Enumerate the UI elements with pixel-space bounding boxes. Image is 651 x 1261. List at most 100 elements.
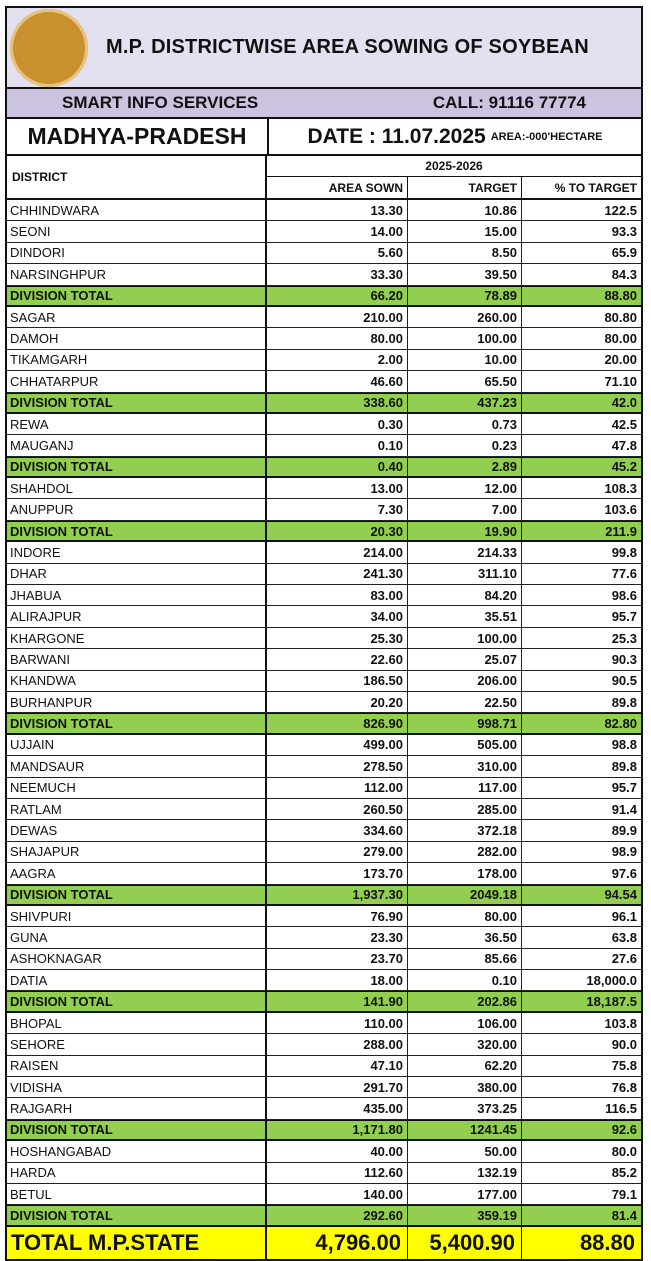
table-row: DEWAS 334.60 372.18 89.9 xyxy=(7,820,641,842)
table-row: UJJAIN 499.00 505.00 98.8 xyxy=(7,734,641,757)
district-cell: CHHINDWARA xyxy=(7,200,267,221)
pct-target-cell: 95.7 xyxy=(611,609,637,625)
target-cell: 65.50 xyxy=(408,371,522,392)
district-cell: RAISEN xyxy=(7,1055,267,1077)
pct-target-cell: 45.2 xyxy=(611,459,637,475)
pct-target-cell: 103.6 xyxy=(604,502,637,518)
pct-target-cell: 90.0 xyxy=(611,1036,637,1052)
district-cell: DAMOH xyxy=(7,328,267,349)
district-cell: DHAR xyxy=(7,563,267,585)
pct-target-cell: 42.5 xyxy=(611,416,637,432)
area-sown-cell: 76.90 xyxy=(267,905,408,927)
pct-target-cell: 92.6 xyxy=(611,1122,637,1138)
table-row: DHAR 241.30 311.10 77.6 xyxy=(7,563,641,586)
table-row: KHARGONE 25.30 100.00 25.3 xyxy=(7,627,641,650)
target-cell: 1241.45 xyxy=(408,1120,522,1140)
pct-target-cell: 93.3 xyxy=(611,224,637,240)
area-sown-cell: 291.70 xyxy=(267,1077,408,1098)
target-cell: 100.00 xyxy=(408,627,522,649)
district-cell: SHIVPURI xyxy=(7,905,267,927)
area-sown-cell: 173.70 xyxy=(267,863,408,884)
district-cell: NEEMUCH xyxy=(7,777,267,798)
target-cell: 372.18 xyxy=(408,820,522,841)
district-cell: TIKAMGARH xyxy=(7,349,267,371)
table-row: SHAHDOL 13.00 12.00 108.3 xyxy=(7,478,641,500)
pct-target-cell: 25.3 xyxy=(611,630,637,646)
pct-target-cell: 18,187.5 xyxy=(586,994,637,1010)
district-cell: RATLAM xyxy=(7,798,267,820)
district-cell: DIVISION TOTAL xyxy=(7,286,267,305)
target-cell: 100.00 xyxy=(408,328,522,349)
season-header: 2025-2026 xyxy=(267,156,641,177)
target-cell: 10.86 xyxy=(408,200,522,221)
area-sown-cell: 2.00 xyxy=(267,349,408,371)
district-cell: SEHORE xyxy=(7,1034,267,1055)
table-row: RATLAM 260.50 285.00 91.4 xyxy=(7,798,641,821)
target-cell: 0.23 xyxy=(408,435,522,456)
table-row: BURHANPUR 20.20 22.50 89.8 xyxy=(7,691,641,714)
area-sown-cell: 14.00 xyxy=(267,221,408,242)
district-cell: UJJAIN xyxy=(7,734,267,756)
column-target: TARGET xyxy=(408,177,522,198)
table-row: BHOPAL 110.00 106.00 103.8 xyxy=(7,1012,641,1035)
target-cell: 22.50 xyxy=(408,691,522,713)
area-sown-cell: 20.30 xyxy=(267,521,408,541)
district-cell: VIDISHA xyxy=(7,1077,267,1098)
pct-target-cell: 97.6 xyxy=(611,865,637,881)
division-total-row: DIVISION TOTAL 1,171.80 1241.45 92.6 xyxy=(7,1119,641,1142)
pct-target-cell: 91.4 xyxy=(611,801,637,817)
pct-target-cell: 89.8 xyxy=(611,694,637,710)
target-cell: 311.10 xyxy=(408,563,522,585)
pct-target-cell: 89.9 xyxy=(611,823,637,839)
company-bar: SMART INFO SERVICES CALL: 91116 77774 xyxy=(7,89,641,119)
table-row: MAUGANJ 0.10 0.23 47.8 xyxy=(7,435,641,457)
target-cell: 10.00 xyxy=(408,349,522,371)
district-cell: SHAHDOL xyxy=(7,478,267,499)
area-sown-cell: 186.50 xyxy=(267,670,408,691)
table-row: KHANDWA 186.50 206.00 90.5 xyxy=(7,670,641,692)
target-cell: 505.00 xyxy=(408,734,522,756)
target-cell: 998.71 xyxy=(408,714,522,733)
district-cell: NARSINGHPUR xyxy=(7,264,267,285)
area-sown-cell: 292.60 xyxy=(267,1206,408,1225)
table-row: SAGAR 210.00 260.00 80.80 xyxy=(7,306,641,329)
area-sown-cell: 0.30 xyxy=(267,413,408,435)
area-sown-cell: 141.90 xyxy=(267,992,408,1011)
table-row: DINDORI 5.60 8.50 65.9 xyxy=(7,242,641,265)
district-cell: DIVISION TOTAL xyxy=(7,521,267,541)
company-name: SMART INFO SERVICES xyxy=(62,93,259,112)
target-cell: 7.00 xyxy=(408,499,522,520)
target-cell: 84.20 xyxy=(408,585,522,606)
area-sown-cell: 279.00 xyxy=(267,841,408,863)
pct-target-cell: 20.00 xyxy=(604,352,637,368)
column-area-sown: AREA SOWN xyxy=(267,177,408,198)
table-row: BETUL 140.00 177.00 79.1 xyxy=(7,1183,641,1206)
target-cell: 19.90 xyxy=(408,521,522,541)
district-cell: KHANDWA xyxy=(7,670,267,691)
table-row: TIKAMGARH 2.00 10.00 20.00 xyxy=(7,349,641,372)
area-sown-cell: 13.00 xyxy=(267,478,408,499)
table-row: SEONI 14.00 15.00 93.3 xyxy=(7,221,641,243)
district-cell: GUNA xyxy=(7,927,267,948)
table-header: DISTRICT 2025-2026 AREA SOWN TARGET % TO… xyxy=(7,156,641,200)
pct-target-cell: 90.3 xyxy=(611,651,637,667)
pct-target-cell: 89.8 xyxy=(611,758,637,774)
table-row: MANDSAUR 278.50 310.00 89.8 xyxy=(7,756,641,778)
area-sown-cell: 278.50 xyxy=(267,756,408,777)
target-cell: 214.33 xyxy=(408,542,522,563)
pct-target-cell: 18,000.0 xyxy=(586,972,637,988)
area-sown-cell: 83.00 xyxy=(267,585,408,606)
district-cell: ANUPPUR xyxy=(7,499,267,520)
area-sown-cell: 80.00 xyxy=(267,328,408,349)
target-cell: 380.00 xyxy=(408,1077,522,1098)
target-cell: 310.00 xyxy=(408,756,522,777)
table-row: HOSHANGABAD 40.00 50.00 80.0 xyxy=(7,1141,641,1163)
pct-target-cell: 99.8 xyxy=(611,544,637,560)
call-number: CALL: 91116 77774 xyxy=(432,93,586,112)
target-cell: 285.00 xyxy=(408,798,522,820)
district-cell: RAJGARH xyxy=(7,1098,267,1119)
target-cell: 15.00 xyxy=(408,221,522,242)
area-sown-cell: 140.00 xyxy=(267,1183,408,1205)
target-cell: 260.00 xyxy=(408,306,522,328)
pct-target-cell: 94.54 xyxy=(604,887,637,903)
